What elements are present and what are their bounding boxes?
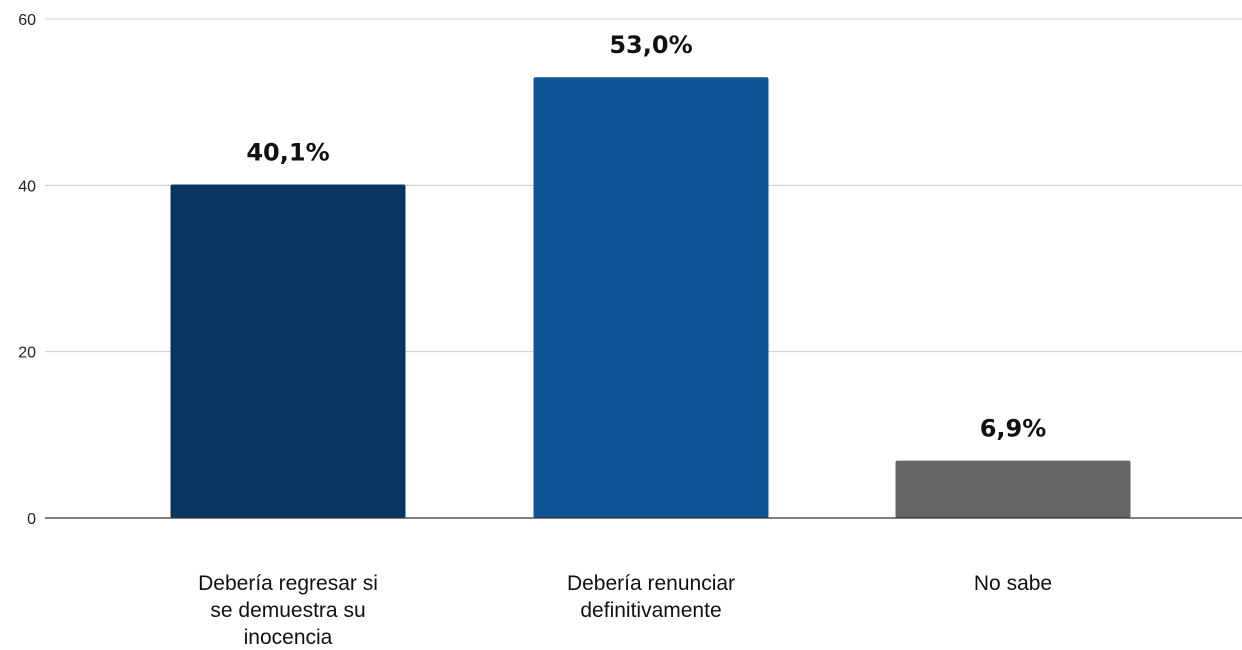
- data-label: 6,9%: [980, 415, 1047, 443]
- x-tick-label: Debería regresar si se demuestra su inocen…: [198, 572, 378, 649]
- data-label: 40,1%: [246, 139, 329, 167]
- bars: [170, 77, 1131, 519]
- category-labels: Debería regresar si se demuestra su inocen…: [198, 572, 1052, 649]
- bar: [895, 460, 1131, 518]
- y-tick-label: 0: [27, 511, 36, 528]
- x-tick-label-line: se demuestra su: [210, 599, 365, 622]
- y-tick-label: 20: [18, 345, 36, 362]
- x-tick-label-line: definitivamente: [580, 599, 721, 622]
- data-labels: 40,1% 53,0% 6,9%: [246, 31, 1046, 442]
- x-tick-label-line: inocencia: [244, 626, 333, 649]
- x-tick-label-line: Debería regresar si: [198, 572, 378, 595]
- x-tick-label-line: No sabe: [974, 572, 1052, 595]
- x-tick-label-line: Debería renunciar: [567, 572, 735, 595]
- x-tick-label: Debería renunciar definitivamente: [567, 572, 735, 622]
- bar: [170, 184, 406, 519]
- y-tick-label: 60: [18, 12, 36, 29]
- data-label: 53,0%: [609, 31, 692, 59]
- y-tick-label: 40: [18, 178, 36, 195]
- bar: [533, 77, 769, 518]
- x-tick-label: No sabe: [974, 572, 1052, 595]
- y-axis-tick-labels: 0 20 40 60: [18, 12, 36, 528]
